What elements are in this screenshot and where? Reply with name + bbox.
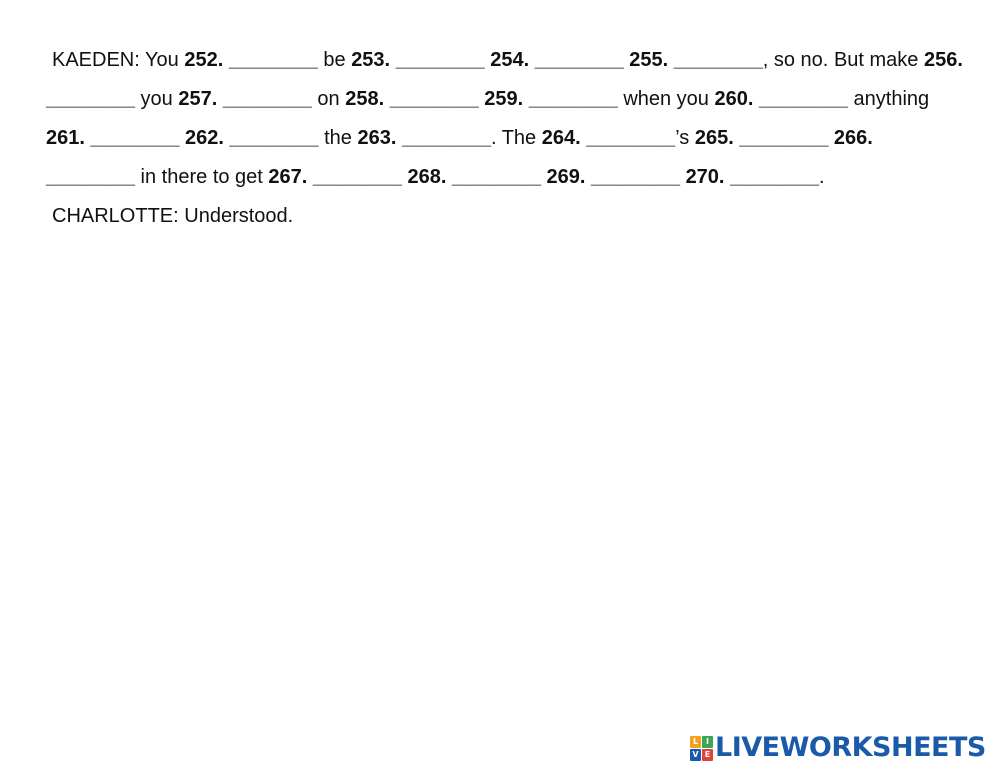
worksheet-text: KAEDEN: You 252. ________ be 253. ______… <box>46 41 966 236</box>
blank-259[interactable]: ________ <box>528 88 618 110</box>
text-segment: ’s <box>675 127 690 149</box>
text-segment: , so no. <box>762 49 829 71</box>
blank-267[interactable]: ________ <box>312 166 402 188</box>
blank-265[interactable]: ________ <box>739 127 829 149</box>
charlotte-paragraph: CHARLOTTE: Understood. <box>46 197 966 236</box>
text-segment: anything <box>853 88 930 110</box>
liveworksheets-logo-text: LIVEWORKSHEETS <box>715 732 986 763</box>
logo-mark-letter: V <box>690 749 701 761</box>
blank-number-268: 268. <box>407 166 447 188</box>
blank-number-259: 259. <box>484 88 524 110</box>
blank-number-266: 266. <box>833 127 873 149</box>
logo-mark-letter: L <box>690 736 701 748</box>
logo-mark-letter: I <box>702 736 713 748</box>
kaeden-paragraph: KAEDEN: You 252. ________ be 253. ______… <box>46 41 966 197</box>
text-segment: when you <box>623 88 709 110</box>
liveworksheets-logo-icon: L I V E <box>690 736 713 761</box>
blank-number-260: 260. <box>714 88 754 110</box>
text-segment: you <box>140 88 173 110</box>
text-segment: But make <box>833 49 919 71</box>
text-segment: You <box>145 49 179 71</box>
logo-mark-letter: E <box>702 749 713 761</box>
blank-252[interactable]: ________ <box>228 49 318 71</box>
blank-number-257: 257. <box>178 88 218 110</box>
blank-256[interactable]: ________ <box>46 88 135 110</box>
blank-257[interactable]: ________ <box>222 88 312 110</box>
blank-number-262: 262. <box>185 127 224 149</box>
blank-number-252: 252. <box>184 49 224 71</box>
charlotte-line: Understood. <box>184 205 294 227</box>
blank-262[interactable]: ________ <box>229 127 319 149</box>
blank-263[interactable]: ________ <box>401 127 491 149</box>
blank-number-261: 261. <box>46 127 85 149</box>
blank-253[interactable]: ________ <box>395 49 485 71</box>
blank-number-255: 255. <box>629 49 669 71</box>
text-segment: on <box>317 88 340 110</box>
blank-number-267: 267. <box>268 166 308 188</box>
blank-number-263: 263. <box>357 127 397 149</box>
text-segment: . <box>819 166 825 188</box>
blank-number-254: 254. <box>490 49 530 71</box>
speaker-kaeden: KAEDEN: <box>52 49 140 71</box>
blank-number-270: 270. <box>685 166 725 188</box>
blank-270[interactable]: ________ <box>730 166 820 188</box>
blank-number-256: 256. <box>923 49 963 71</box>
speaker-charlotte: CHARLOTTE: <box>52 205 179 227</box>
blank-261[interactable]: ________ <box>90 127 180 149</box>
blank-number-258: 258. <box>345 88 385 110</box>
blank-number-264: 264. <box>541 127 581 149</box>
blank-255[interactable]: ________ <box>673 49 763 71</box>
blank-269[interactable]: ________ <box>591 166 680 188</box>
blank-number-269: 269. <box>546 166 586 188</box>
text-segment: . The <box>490 127 537 149</box>
text-segment: the <box>324 127 352 149</box>
blank-number-265: 265. <box>694 127 734 149</box>
text-segment: in there to get <box>140 166 263 188</box>
blank-266[interactable]: ________ <box>46 166 135 188</box>
text-segment: be <box>323 49 346 71</box>
blank-260[interactable]: ________ <box>759 88 848 110</box>
blank-268[interactable]: ________ <box>451 166 541 188</box>
blank-254[interactable]: ________ <box>534 49 624 71</box>
blank-number-253: 253. <box>351 49 391 71</box>
blank-264[interactable]: ________ <box>586 127 676 149</box>
blank-258[interactable]: ________ <box>389 88 479 110</box>
liveworksheets-logo[interactable]: L I V E LIVEWORKSHEETS <box>690 732 986 764</box>
